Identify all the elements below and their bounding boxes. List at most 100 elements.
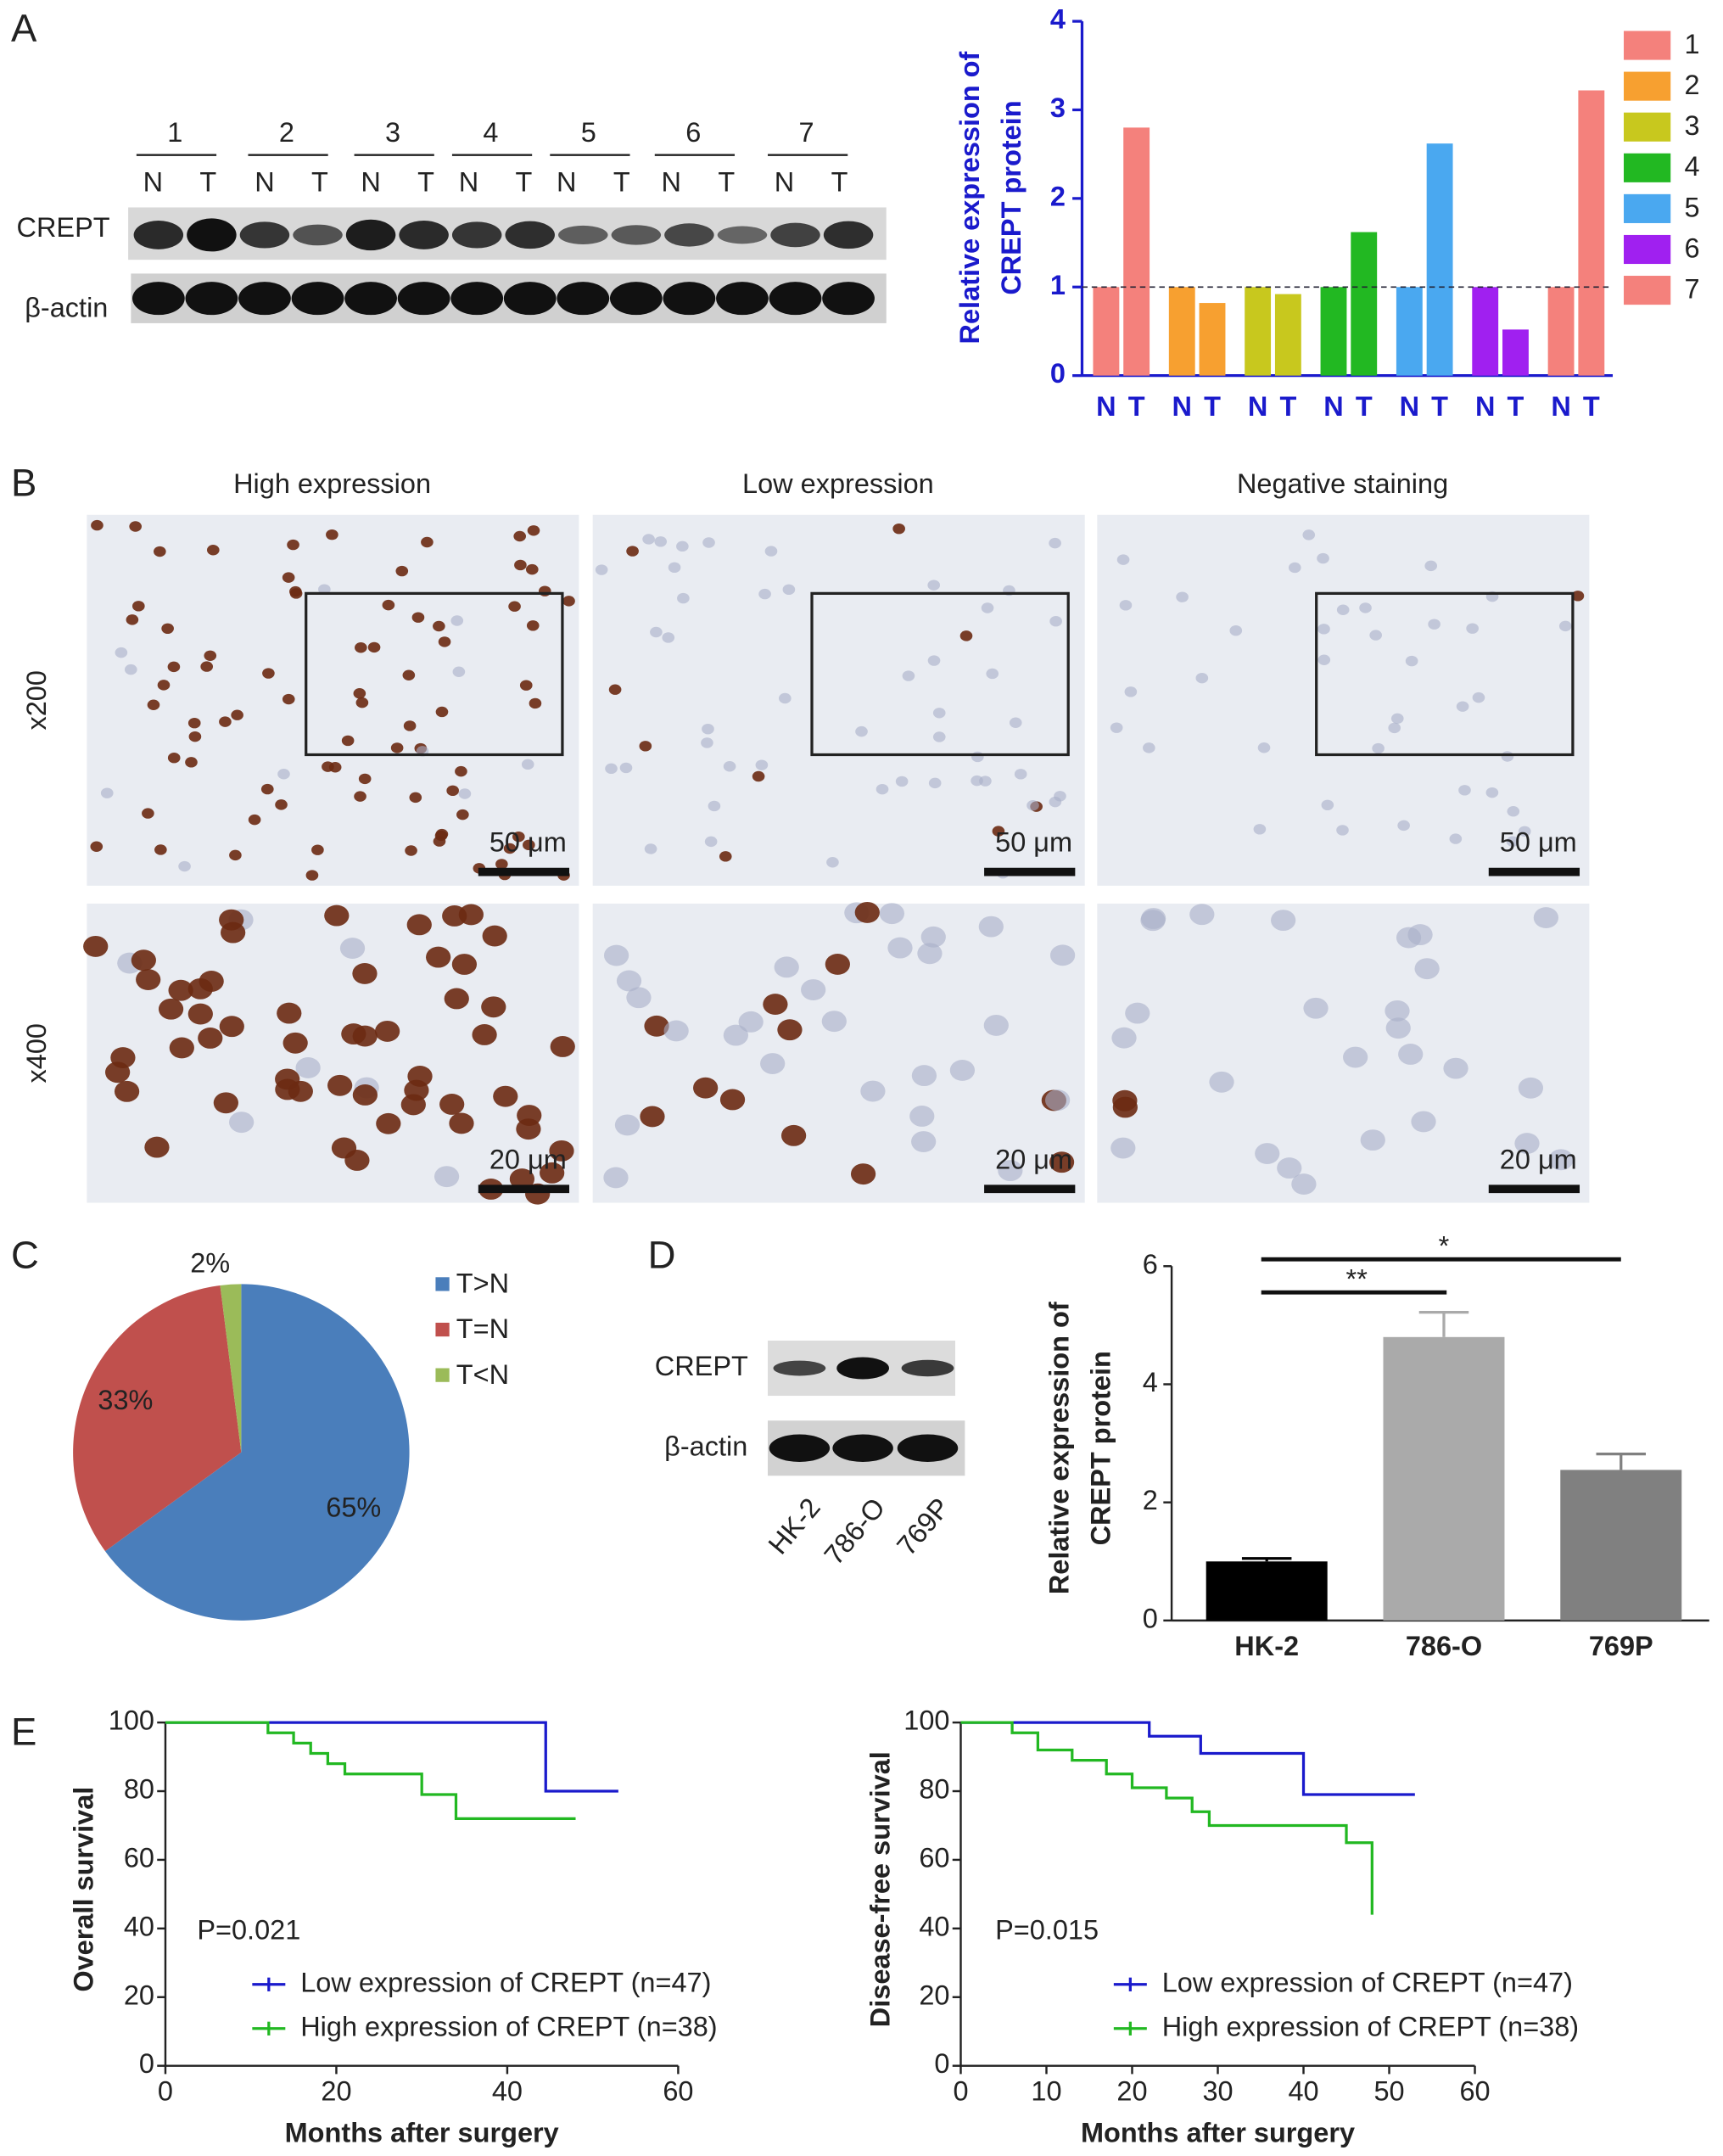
nucleus	[433, 620, 445, 632]
nucleus	[1054, 791, 1066, 802]
blot-band	[238, 282, 291, 316]
nucleus	[458, 904, 484, 926]
nucleus	[433, 836, 446, 847]
bar	[1274, 294, 1301, 376]
nucleus	[352, 1084, 378, 1106]
nucleus	[932, 731, 946, 742]
micrograph	[87, 514, 579, 886]
nucleus	[763, 994, 788, 1016]
inset-box	[1315, 591, 1575, 757]
nucleus	[1140, 910, 1166, 932]
x-tick-label: N	[1551, 391, 1570, 422]
nucleus	[311, 844, 324, 855]
nucleus	[758, 588, 771, 600]
nucleus	[855, 725, 868, 737]
y-axis-label: CREPT protein	[996, 100, 1027, 294]
x-tick-label: 20	[1116, 2076, 1147, 2107]
nucleus	[282, 693, 295, 705]
lane-sub-label: T	[417, 166, 434, 197]
nucleus	[668, 562, 681, 574]
nucleus	[892, 523, 905, 535]
x-tick-label: T	[1356, 391, 1373, 422]
nucleus	[650, 626, 663, 638]
nucleus	[481, 996, 506, 1018]
blot-band	[185, 282, 238, 316]
nucleus	[1501, 751, 1514, 762]
row-label: CREPT	[655, 1351, 748, 1381]
nucleus	[928, 777, 942, 789]
nucleus	[1111, 1027, 1137, 1049]
blot-band	[451, 221, 502, 249]
y-tick-label: 20	[124, 1980, 154, 2010]
nucleus	[719, 1089, 746, 1111]
y-axis-label: Relative expression of	[1044, 1302, 1075, 1594]
nucleus	[513, 530, 527, 542]
nucleus	[1407, 924, 1433, 946]
nucleus	[287, 539, 299, 551]
nucleus	[1405, 655, 1418, 667]
nucleus	[169, 1037, 194, 1059]
nucleus	[777, 1019, 803, 1041]
lane-label: 2	[279, 117, 294, 148]
nucleus	[438, 636, 451, 647]
x-tick-label: T	[1431, 391, 1448, 422]
nucleus	[738, 1011, 764, 1033]
lane-label: 3	[385, 117, 400, 148]
nucleus	[1456, 701, 1469, 712]
nucleus	[509, 1168, 535, 1190]
nucleus	[405, 845, 417, 856]
nucleus	[1372, 742, 1385, 754]
nucleus	[355, 642, 367, 653]
nucleus	[704, 836, 718, 848]
nucleus	[1209, 1071, 1234, 1093]
nucleus	[493, 1085, 518, 1107]
nucleus	[390, 742, 404, 753]
legend-swatch	[435, 1368, 450, 1382]
nucleus	[154, 546, 166, 557]
nucleus	[1518, 826, 1531, 837]
blot-band	[769, 1434, 831, 1463]
nucleus	[187, 1003, 213, 1025]
nucleus	[1253, 824, 1267, 835]
nucleus	[219, 1016, 244, 1038]
scale-bar-label: 20 μm	[489, 1144, 567, 1174]
blot-band	[773, 1360, 826, 1376]
nucleus	[779, 692, 792, 704]
nucleus	[801, 979, 826, 1000]
lane-sub-label: T	[516, 166, 533, 197]
nucleus	[167, 661, 181, 673]
nucleus	[435, 706, 449, 718]
pie-slice	[220, 1284, 242, 1453]
nucleus	[911, 1065, 937, 1087]
nucleus	[608, 684, 622, 695]
nucleus	[752, 770, 765, 782]
nucleus	[1143, 742, 1155, 753]
x-tick-label: 50	[1373, 2076, 1404, 2107]
nucleus	[1044, 1089, 1071, 1112]
nucleus	[1360, 1129, 1385, 1151]
nucleus	[538, 585, 551, 596]
slice-label: 65%	[326, 1492, 381, 1523]
legend-label: 4	[1685, 151, 1700, 182]
legend-swatch	[435, 1277, 450, 1291]
nucleus	[449, 1112, 474, 1134]
x-tick-label: 20	[321, 2076, 351, 2107]
nucleus	[932, 708, 946, 719]
nucleus	[663, 1020, 689, 1042]
legend-swatch	[1624, 71, 1671, 101]
nucleus	[1558, 620, 1572, 632]
y-axis-title: Overall survival	[68, 1787, 98, 1992]
nucleus	[521, 759, 534, 770]
lane-sub-label: T	[199, 166, 216, 197]
y-tick-label: 40	[919, 1911, 949, 1941]
nucleus	[358, 773, 372, 785]
x-tick-label: T	[1204, 391, 1221, 422]
y-axis-label: CREPT protein	[1085, 1351, 1116, 1545]
micrograph	[592, 903, 1085, 1203]
x-tick-label: N	[1172, 391, 1192, 422]
nucleus	[411, 612, 425, 623]
nucleus	[185, 757, 198, 768]
panel-label: E	[11, 1711, 36, 1754]
nucleus	[949, 1060, 976, 1081]
nucleus	[549, 1140, 574, 1162]
